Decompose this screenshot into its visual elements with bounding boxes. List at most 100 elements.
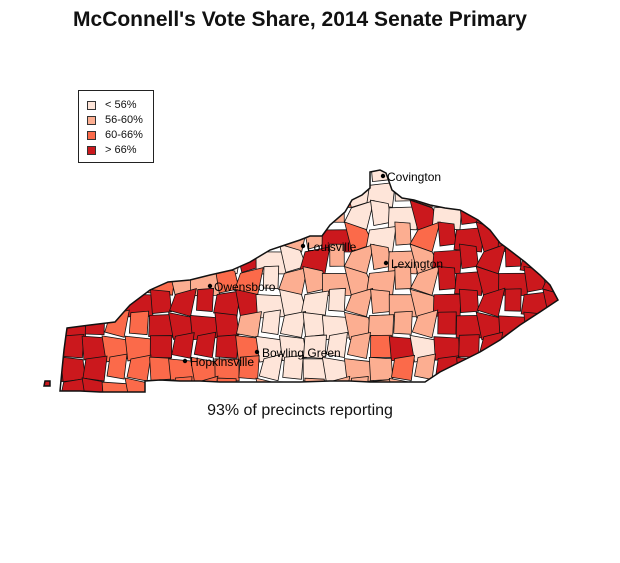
legend-label: 60-66%: [105, 129, 143, 141]
county-shape: [147, 379, 175, 392]
county-shape: [235, 381, 263, 392]
county-shape: [328, 170, 346, 180]
county-polygons: [44, 162, 594, 392]
county-shape: [568, 354, 591, 380]
county-shape: [79, 205, 111, 231]
county-shape: [197, 199, 213, 223]
county-shape: [500, 376, 527, 392]
county-shape: [148, 314, 174, 338]
county-shape: [258, 353, 284, 382]
county-shape: [367, 314, 395, 339]
county-shape: [189, 185, 221, 209]
legend-item: > 66%: [87, 143, 137, 157]
city-hopkinsville: Hopkinsville: [182, 355, 254, 369]
county-shape: [346, 331, 372, 360]
county-shape: [189, 229, 221, 253]
county-shape: [128, 310, 150, 336]
legend-label: < 56%: [105, 99, 137, 111]
county-shape: [44, 375, 61, 392]
county-shape: [541, 222, 558, 253]
county-shape: [211, 202, 243, 231]
county-shape: [81, 293, 109, 317]
county-shape: [437, 311, 457, 335]
county-shape: [349, 375, 369, 392]
county-shape: [130, 178, 148, 202]
county-shape: [145, 226, 177, 253]
county-shape: [104, 309, 130, 338]
svg-text:Hopkinsville: Hopkinsville: [190, 355, 254, 369]
county-shape: [63, 243, 83, 269]
county-shape: [150, 289, 172, 314]
county-shape: [519, 203, 551, 231]
county-shape: [523, 357, 547, 381]
county-shape: [543, 310, 558, 339]
county-shape: [498, 357, 528, 384]
county-shape: [236, 311, 262, 338]
county-shape: [370, 334, 392, 358]
county-shape: [106, 353, 128, 380]
county-shape: [82, 355, 108, 382]
county-shape: [44, 287, 65, 317]
map-legend: < 56% 56-60% 60-66% > 66%: [78, 90, 154, 163]
county-shape: [261, 309, 281, 335]
county-shape: [564, 208, 594, 230]
county-shape: [564, 162, 594, 186]
county-shape: [523, 378, 547, 392]
county-shape: [344, 287, 374, 318]
svg-text:Lexington: Lexington: [391, 257, 443, 271]
legend-swatch: [87, 130, 96, 140]
county-shape: [211, 246, 243, 275]
county-shape: [214, 221, 240, 250]
county-shape: [368, 356, 394, 382]
legend-item: < 56%: [87, 98, 137, 112]
county-shape: [167, 243, 199, 275]
county-shape: [328, 287, 346, 312]
legend-swatch: [87, 145, 96, 155]
county-shape: [476, 287, 506, 318]
county-shape: [393, 310, 413, 335]
county-shape: [279, 199, 307, 229]
county-shape: [542, 243, 558, 274]
county-shape: [545, 354, 558, 381]
county-shape: [233, 222, 265, 253]
county-shape: [455, 378, 483, 392]
precincts-reporting-note: 93% of precincts reporting: [207, 402, 393, 419]
county-shape: [57, 226, 89, 253]
county-shape: [459, 199, 479, 225]
county-shape: [344, 170, 374, 186]
county-shape: [459, 243, 479, 269]
county-shape: [279, 170, 307, 185]
county-shape: [475, 178, 507, 209]
county-shape: [44, 199, 67, 231]
svg-text:Louisville: Louisville: [307, 240, 357, 254]
county-shape: [102, 265, 132, 296]
county-shape: [459, 170, 479, 181]
county-shape: [215, 334, 239, 359]
county-shape: [85, 266, 105, 291]
county-shape: [367, 378, 395, 392]
county-shape: [80, 170, 110, 186]
county-shape: [101, 221, 133, 253]
county-shape: [504, 243, 522, 268]
county-shape: [498, 315, 528, 340]
county-shape: [255, 207, 287, 231]
county-shape: [326, 331, 348, 358]
county-shape: [564, 337, 594, 362]
county-shape: [130, 266, 148, 290]
county-shape: [44, 177, 67, 209]
county-shape: [101, 199, 133, 231]
county-shape: [411, 309, 439, 339]
county-shape: [81, 377, 109, 392]
county-shape: [85, 178, 105, 203]
legend-swatch: [87, 115, 96, 125]
county-shape: [542, 288, 558, 318]
county-shape: [44, 266, 67, 297]
county-shape: [475, 357, 507, 385]
county-shape: [503, 170, 523, 181]
county-shape: [263, 221, 279, 245]
county-shape: [572, 266, 587, 288]
county-shape: [196, 170, 214, 180]
city-labels: Covington Louisville Lexington Owensboro…: [182, 170, 443, 369]
county-shape: [193, 331, 217, 359]
